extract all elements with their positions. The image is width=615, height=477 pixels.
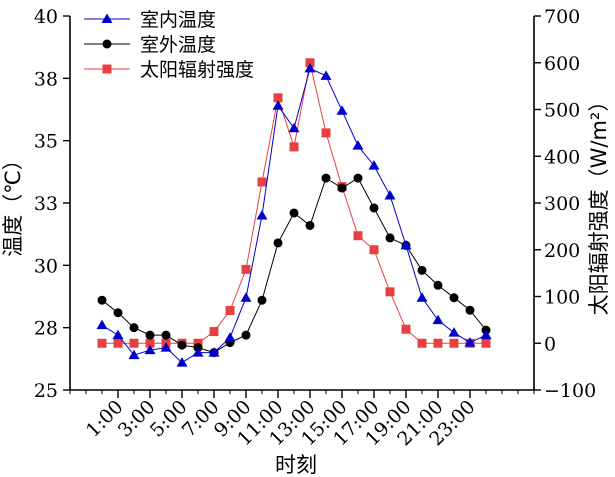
y-left-tick-label: 25 — [34, 380, 58, 402]
y-left-tick-label: 38 — [34, 68, 58, 90]
data-point-triangle — [192, 347, 204, 357]
data-point-triangle — [400, 239, 412, 250]
legend-label-indoor: 室内温度 — [140, 9, 216, 31]
data-point-circle — [305, 220, 315, 230]
data-point-square — [97, 338, 107, 348]
data-point-circle — [449, 293, 459, 303]
y-right-tick-label: 300 — [544, 193, 580, 215]
y-left-tick-label: 33 — [34, 193, 58, 215]
data-point-triangle — [320, 70, 332, 80]
data-point-triangle — [128, 349, 140, 360]
data-point-square — [417, 338, 427, 348]
data-point-circle — [353, 173, 363, 183]
y-right-tick-label: 500 — [544, 100, 580, 122]
data-point-triangle — [288, 122, 300, 133]
data-point-square — [481, 338, 491, 348]
data-point-circle — [145, 330, 155, 340]
data-point-square — [145, 338, 155, 348]
data-point-circle — [241, 330, 251, 340]
data-point-circle — [433, 280, 443, 290]
data-point-square — [273, 93, 283, 103]
data-point-triangle — [224, 332, 236, 342]
data-point-square — [385, 287, 395, 297]
data-point-triangle — [96, 319, 108, 330]
data-point-triangle — [272, 100, 284, 110]
legend-label-outdoor: 室外温度 — [140, 34, 216, 56]
data-point-triangle — [256, 209, 268, 220]
legend-label-solar: 太阳辐射强度 — [140, 59, 254, 81]
data-point-square — [289, 142, 299, 152]
data-point-triangle — [144, 344, 156, 355]
legend-marker-outdoor — [102, 39, 112, 49]
data-point-circle — [289, 208, 299, 218]
legend-marker-indoor — [101, 13, 113, 23]
y-right-tick-label: 0 — [544, 333, 556, 355]
data-point-triangle — [480, 329, 492, 340]
data-point-circle — [177, 340, 187, 350]
data-point-triangle — [336, 105, 348, 115]
series-2 — [97, 58, 491, 348]
series-0 — [96, 62, 492, 367]
data-point-circle — [321, 173, 331, 183]
data-point-triangle — [160, 342, 172, 352]
data-point-triangle — [112, 329, 124, 340]
data-point-circle — [369, 203, 379, 213]
data-point-circle — [113, 308, 123, 318]
data-point-square — [433, 338, 443, 348]
data-point-triangle — [304, 62, 316, 73]
y-right-tick-label: 400 — [544, 146, 580, 168]
data-point-square — [113, 338, 123, 348]
x-axis-title: 时刻 — [275, 453, 317, 477]
data-point-square — [209, 327, 219, 337]
data-point-square — [369, 245, 379, 255]
data-point-triangle — [464, 337, 476, 347]
series-layer — [96, 58, 492, 367]
data-point-triangle — [208, 347, 220, 357]
data-point-circle — [273, 238, 283, 248]
y-right-tick-label: 600 — [544, 53, 580, 75]
data-point-triangle — [448, 327, 460, 337]
data-point-triangle — [416, 292, 428, 302]
data-point-triangle — [384, 190, 396, 200]
data-point-triangle — [368, 160, 380, 170]
y-right-axis-title: 太阳辐射强度（W/m²） — [587, 91, 611, 316]
legend: 室内温度 室外温度 太阳辐射强度 — [84, 9, 254, 81]
data-point-square — [401, 324, 411, 334]
data-point-square — [449, 338, 459, 348]
y-right-tick-label: 200 — [544, 240, 580, 262]
data-point-square — [257, 177, 267, 187]
data-point-triangle — [352, 140, 364, 150]
y-left-tick-label: 35 — [34, 131, 58, 153]
data-point-circle — [129, 323, 139, 333]
data-point-triangle — [240, 292, 252, 302]
legend-marker-solar — [102, 64, 112, 74]
data-point-square — [225, 306, 235, 316]
y-right-tick-label: −100 — [544, 380, 596, 402]
data-point-circle — [97, 295, 107, 305]
data-point-circle — [385, 233, 395, 243]
y-left-tick-label: 28 — [34, 318, 58, 340]
series-line — [101, 177, 487, 354]
y-left-tick-label: 30 — [34, 255, 58, 277]
data-point-square — [241, 264, 251, 274]
data-point-circle — [417, 265, 427, 275]
y-right-tick-label: 700 — [544, 6, 580, 28]
y-left-tick-label: 40 — [34, 6, 58, 28]
y-right-tick-label: 100 — [544, 287, 580, 309]
data-point-circle — [465, 305, 475, 315]
data-point-triangle — [432, 314, 444, 325]
series-1 — [97, 173, 491, 358]
data-point-circle — [337, 183, 347, 193]
axes: 25 28 30 33 35 38 40 −100 0 100 200 300 400 500 600 700… — [34, 6, 596, 450]
series-line — [102, 62, 486, 344]
data-point-square — [305, 58, 315, 68]
data-point-triangle — [176, 357, 188, 367]
y-left-axis-title: 温度（℃） — [1, 149, 25, 257]
data-point-square — [129, 338, 139, 348]
data-point-square — [321, 128, 331, 138]
data-point-circle — [257, 295, 267, 305]
data-point-circle — [161, 330, 171, 340]
data-point-square — [353, 231, 363, 241]
